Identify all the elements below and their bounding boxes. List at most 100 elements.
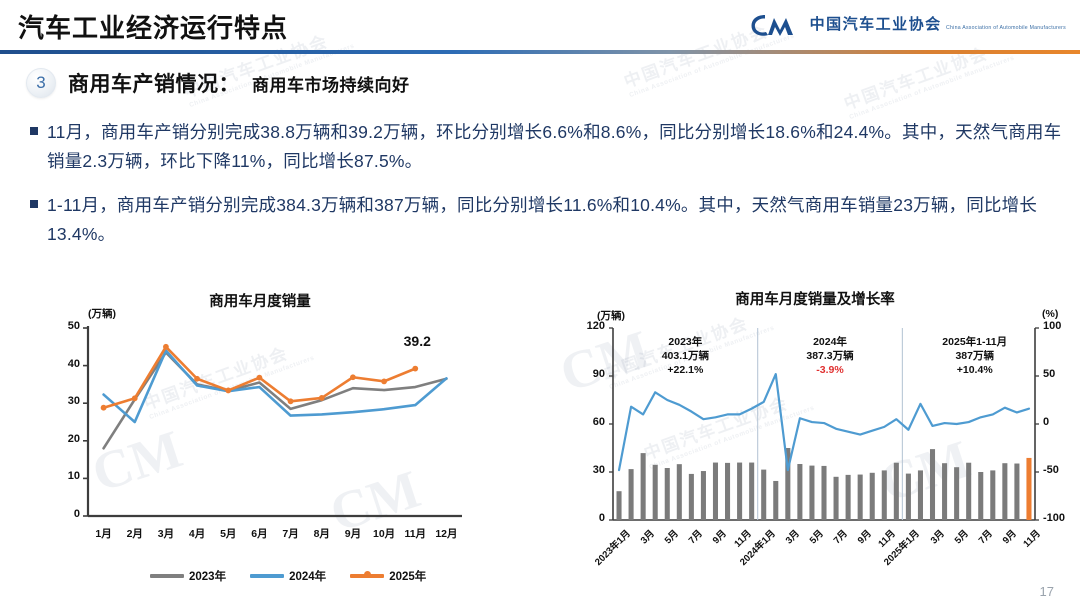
left-chart-marker bbox=[131, 395, 138, 402]
brand-logo: 中国汽车工业协会 China Association of Automobile… bbox=[748, 10, 1066, 40]
right-chart-bar bbox=[942, 463, 948, 520]
right-chart-title: 商用车月度销量及增长率 bbox=[735, 292, 895, 308]
annotation-line: 2023年 bbox=[668, 336, 703, 348]
left-chart-series-2024年 bbox=[102, 349, 448, 424]
brand-name-cn: 中国汽车工业协会 bbox=[809, 16, 942, 33]
right-chart-bar bbox=[797, 464, 803, 520]
right-chart-bar bbox=[845, 474, 851, 520]
left-chart-xtick: 9月 bbox=[344, 528, 362, 540]
right-chart-bar bbox=[676, 464, 682, 520]
left-chart-marker bbox=[194, 375, 200, 382]
right-chart-ytick-right: -100 bbox=[1043, 512, 1066, 524]
left-chart-y-unit: (万辆) bbox=[88, 308, 116, 320]
right-chart-bar bbox=[664, 468, 670, 520]
left-chart-svg bbox=[83, 326, 462, 518]
left-chart-legend: 2023年 2024年 2025年 bbox=[150, 568, 426, 584]
right-chart-bar bbox=[978, 472, 984, 520]
right-chart-bar bbox=[616, 491, 622, 520]
right-chart-bar bbox=[773, 480, 779, 520]
right-chart-bar bbox=[954, 467, 960, 520]
left-chart-marker bbox=[100, 404, 107, 411]
annotation-line: -3.9% bbox=[816, 363, 844, 376]
left-chart-marker bbox=[381, 378, 387, 385]
section-heading: 3 商用车产销情况： 商用车市场持续向好 bbox=[26, 68, 410, 98]
right-chart-bar bbox=[688, 473, 694, 520]
brand-name-en: China Association of Automobile Manufact… bbox=[946, 25, 1066, 31]
right-chart-bar bbox=[990, 470, 996, 520]
right-chart-ytick-right: 50 bbox=[1043, 368, 1056, 380]
left-chart-xtick: 1月 bbox=[95, 528, 112, 540]
bullet-square-icon bbox=[30, 199, 38, 208]
legend-item-2025[interactable]: 2025年 bbox=[350, 568, 426, 584]
right-chart-bar bbox=[893, 462, 899, 520]
legend-item-2024[interactable]: 2024年 bbox=[250, 568, 326, 584]
right-chart-annotation: 2023年 403.1万辆 +22.1% bbox=[625, 336, 745, 378]
right-chart-ytick-left: 30 bbox=[592, 464, 605, 476]
legend-item-2023[interactable]: 2023年 bbox=[150, 568, 226, 584]
left-chart-ytick: 40 bbox=[67, 357, 80, 370]
bullet-square-icon bbox=[30, 127, 38, 135]
sales-growth-combo-chart: 0 30 60 90 120 -100 -50 0 50 100 2023年1月 3月 5月 7月 9月 11… bbox=[575, 320, 1075, 592]
section-title-main: 商用车产销情况： bbox=[68, 73, 240, 96]
left-chart-ytick: 30 bbox=[67, 395, 80, 408]
right-chart-bar bbox=[857, 474, 863, 520]
right-chart-ytick-right: 0 bbox=[1043, 416, 1050, 428]
right-chart-bar bbox=[881, 470, 887, 520]
legend-label-2024: 2024年 bbox=[289, 571, 327, 583]
left-chart-xtick: 4月 bbox=[188, 528, 206, 540]
right-chart-bar bbox=[737, 462, 743, 520]
legend-swatch-2024 bbox=[250, 574, 285, 578]
right-chart-bar bbox=[761, 469, 767, 520]
brand-text: 中国汽车工业协会 China Association of Automobile… bbox=[810, 16, 1066, 34]
bullet-text: 1-11月，商用车产销分别完成384.3万辆和387万辆，同比分别增长11.6%… bbox=[47, 194, 1038, 245]
annotation-line: +10.4% bbox=[956, 363, 993, 376]
right-chart-bar bbox=[917, 470, 923, 520]
left-chart-xtick: 12月 bbox=[435, 528, 458, 540]
left-chart-marker bbox=[412, 365, 419, 372]
right-chart-bar bbox=[809, 465, 815, 520]
left-chart-ytick: 10 bbox=[67, 470, 80, 483]
section-title-sub: 商用车市场持续向好 bbox=[252, 75, 410, 95]
page-number: 17 bbox=[1039, 584, 1054, 599]
right-chart-y-unit-right: (%) bbox=[1042, 308, 1059, 320]
annotation-line: 387.3万辆 bbox=[806, 349, 854, 362]
left-chart-data-label: 39.2 bbox=[403, 332, 431, 349]
right-chart-svg bbox=[609, 327, 1039, 521]
annotation-line: 387万辆 bbox=[955, 349, 994, 362]
cm-logo-icon bbox=[748, 10, 802, 40]
right-chart-ytick-left: 0 bbox=[598, 512, 605, 524]
right-chart-annotation: 2024年 387.3万辆 -3.9% bbox=[770, 336, 890, 378]
left-chart-marker bbox=[318, 395, 325, 401]
right-chart-growth-line bbox=[617, 372, 1031, 472]
left-chart-marker bbox=[225, 387, 232, 394]
left-chart-xtick: 8月 bbox=[313, 528, 330, 540]
right-chart-ytick-right: 100 bbox=[1043, 320, 1062, 332]
annotation-line: 2025年1-11月 bbox=[942, 336, 1008, 348]
legend-label-2023: 2023年 bbox=[189, 571, 227, 583]
right-chart-bar bbox=[1002, 463, 1008, 520]
left-chart-xtick: 3月 bbox=[157, 528, 175, 540]
right-chart-bar bbox=[905, 473, 911, 520]
right-chart-bar bbox=[869, 472, 875, 520]
right-chart-annotation: 2025年1-11月 387万辆 +10.4% bbox=[915, 336, 1035, 378]
right-chart-bar bbox=[749, 462, 755, 520]
legend-swatch-2023 bbox=[150, 574, 184, 578]
right-chart-bar bbox=[785, 448, 791, 520]
left-chart-xtick: 7月 bbox=[282, 528, 299, 540]
list-item: 11月，商用车产销分别完成38.8万辆和39.2万辆，环比分别增长6.6%和8.… bbox=[30, 118, 1062, 177]
watermark: 中国汽车工业协会 China Association of Automobile … bbox=[841, 43, 1016, 122]
right-chart-y-unit-left: (万辆) bbox=[597, 310, 625, 322]
right-chart-bar-highlight bbox=[1026, 457, 1032, 520]
annotation-line: 2024年 bbox=[813, 336, 847, 348]
legend-label-2025: 2025年 bbox=[389, 571, 427, 583]
left-chart-marker bbox=[287, 398, 294, 405]
right-chart-bar bbox=[821, 465, 827, 520]
right-chart-bar bbox=[929, 449, 936, 520]
left-chart-marker bbox=[163, 343, 169, 350]
left-chart-marker bbox=[350, 374, 356, 381]
left-chart-marker bbox=[256, 374, 263, 381]
left-chart-ytick: 50 bbox=[67, 320, 80, 332]
bullet-text: 11月，商用车产销分别完成38.8万辆和39.2万辆，环比分别增长6.6%和8.… bbox=[47, 122, 1062, 172]
right-chart-bar bbox=[700, 471, 706, 520]
